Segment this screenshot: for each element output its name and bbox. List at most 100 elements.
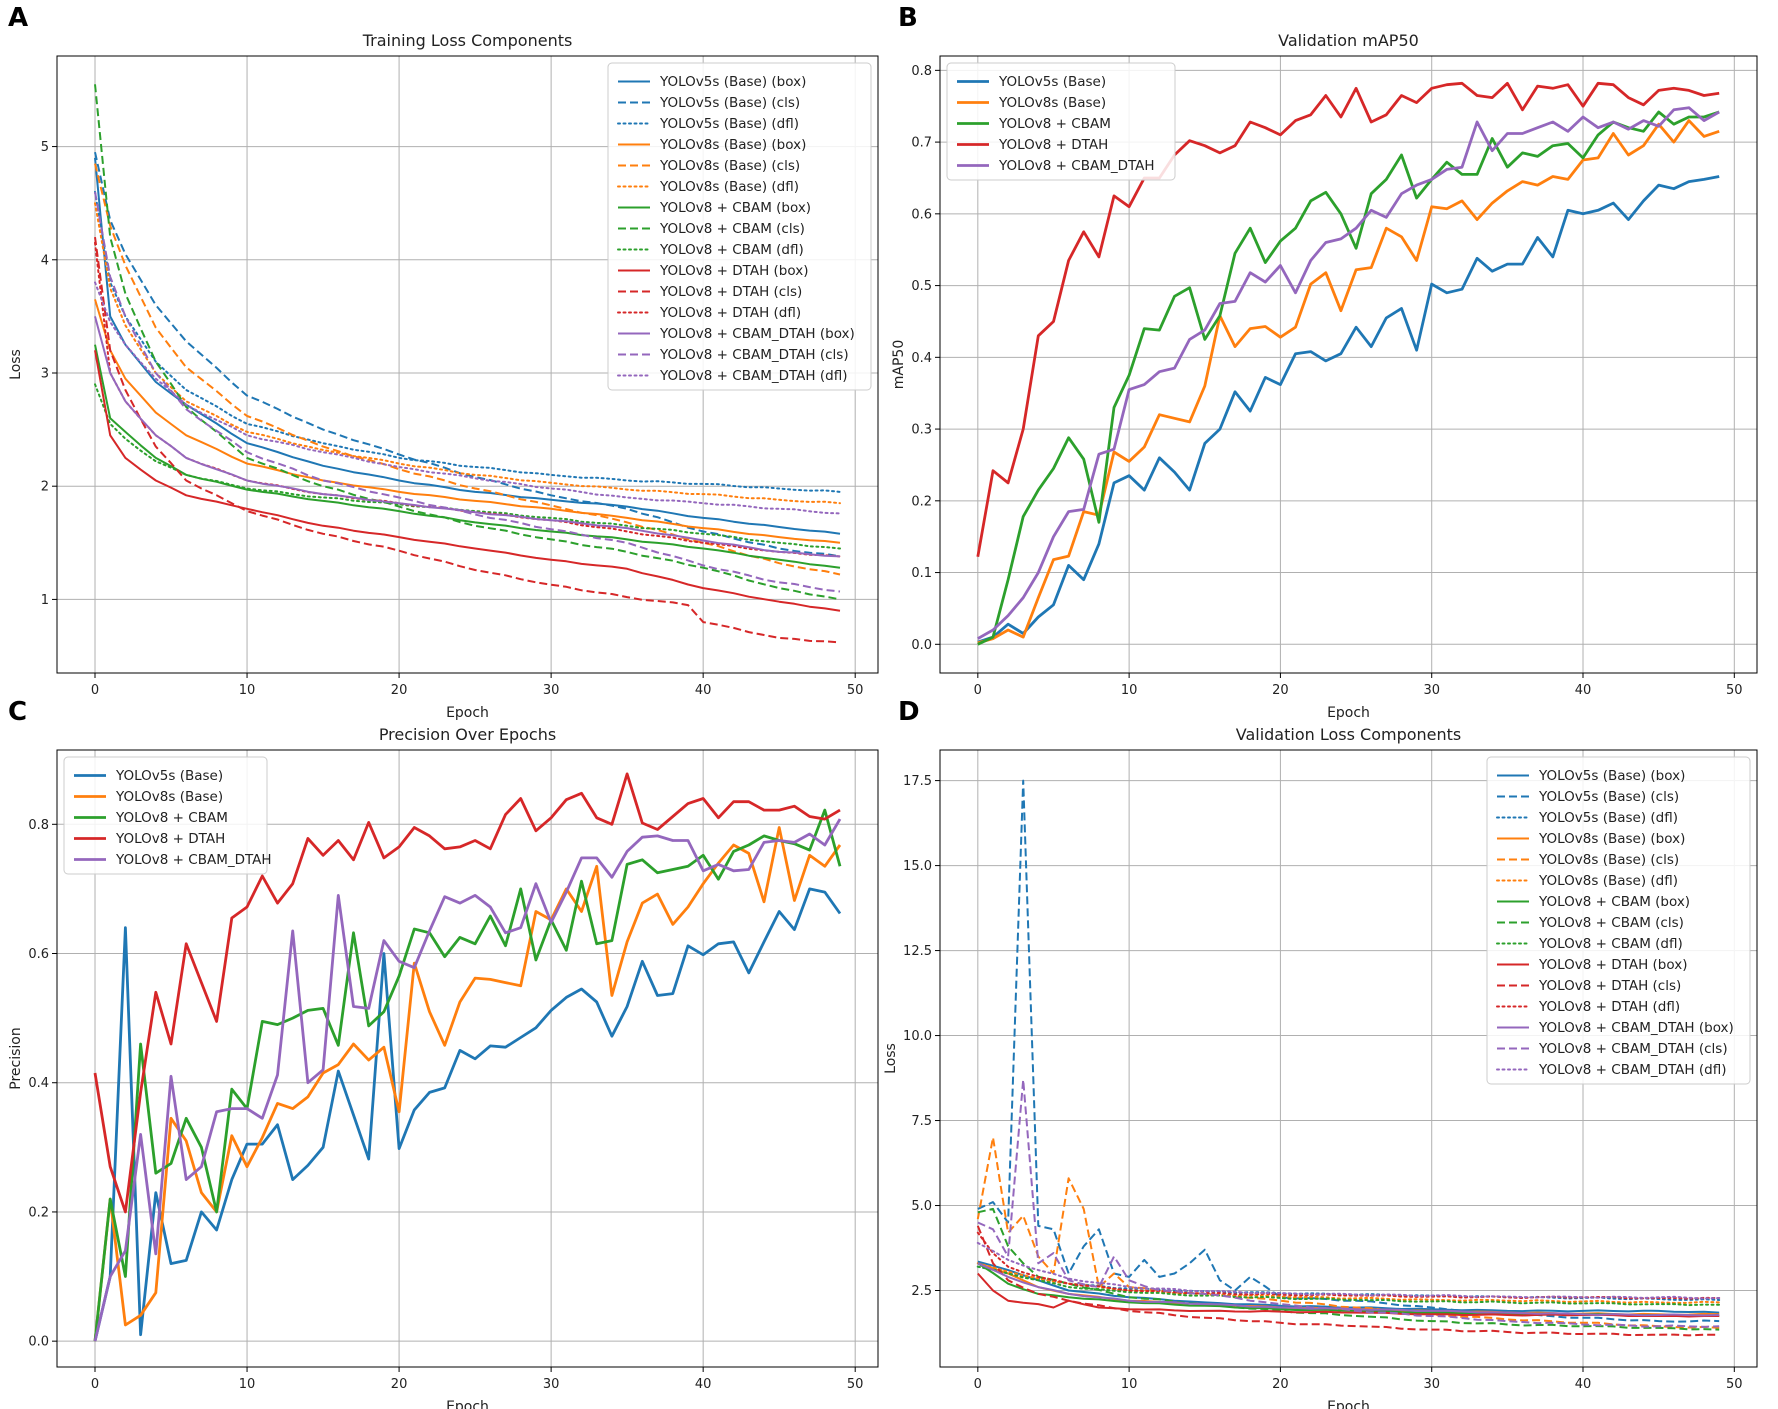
x-tick-label: 30: [1423, 683, 1440, 698]
legend-box: [607, 62, 872, 391]
legend-label-yolov8s-base-box: YOLOv8s (Base) (box): [1538, 831, 1685, 847]
panel-c-title: Precision Over Epochs: [379, 725, 556, 744]
x-tick-label: 0: [974, 683, 982, 698]
x-tick-label: 20: [1272, 683, 1289, 698]
y-tick-label: 7.5: [911, 1114, 932, 1129]
y-tick-label: 0.4: [28, 1076, 49, 1091]
series-line-yolov8-dtah-cls: [976, 1225, 1720, 1337]
panel-a-series: [94, 84, 841, 644]
legend-label-yolov8-dtah-cls: YOLOv8 + DTAH (cls): [659, 284, 802, 300]
series-line-yolov8-cbam-dtah-box: [94, 316, 841, 558]
legend-label-yolov8s-base-cls: YOLOv8s (Base) (cls): [659, 158, 800, 174]
panel-a-letter: A: [8, 3, 28, 33]
y-tick-label: 3: [41, 366, 49, 381]
series-line-yolov8-cbam-dtah: [93, 818, 842, 1342]
y-tick-label: 0.4: [911, 351, 932, 366]
series-line-yolov8-cbam: [977, 110, 1720, 646]
x-tick-label: 20: [391, 683, 408, 698]
x-tick-label: 30: [543, 1377, 560, 1392]
legend-label-yolov8-dtah-dfl: YOLOv8 + DTAH (dfl): [659, 305, 801, 321]
legend-label-yolov8-dtah: YOLOv8 + DTAH: [998, 137, 1108, 153]
legend-label-yolov8-cbam-cls: YOLOv8 + CBAM (cls): [1538, 915, 1684, 931]
legend-label-yolov8-dtah-box: YOLOv8 + DTAH (box): [659, 263, 808, 279]
series-line-yolov5s-base-box: [94, 157, 841, 535]
series-line-yolov8-cbam-box: [94, 344, 841, 569]
legend-label-yolov8s-base: YOLOv8s (Base): [115, 789, 223, 805]
x-tick-label: 40: [695, 683, 712, 698]
legend-label-yolov8-dtah-dfl: YOLOv8 + DTAH (dfl): [1538, 999, 1680, 1015]
legend-label-yolov8-dtah-box: YOLOv8 + DTAH (box): [1538, 957, 1687, 973]
series-line-yolov8s-base-cls: [976, 1136, 1720, 1329]
series-line-yolov8s-base-box: [94, 299, 841, 544]
panel-d-legend: YOLOv5s (Base) (box) YOLOv5s (Base) (cls)…: [1486, 756, 1751, 1085]
series-line-yolov8-cbam-dtah-box: [977, 1262, 1720, 1317]
y-tick-label: 12.5: [903, 944, 932, 959]
series-line-yolov5s-base: [93, 887, 842, 1342]
panel-b: B Validation mAP50 0 10 20 30 40 50 0.0 0.1 0.2 0.3…: [891, 3, 1758, 721]
legend-box: [63, 756, 268, 875]
panel-c-series: [93, 772, 842, 1342]
y-tick-label: 0.3: [911, 423, 932, 438]
x-tick-label: 40: [1575, 1377, 1592, 1392]
x-tick-label: 50: [847, 683, 864, 698]
legend-label-yolov8s-base-box: YOLOv8s (Base) (box): [659, 137, 806, 153]
series-line-yolov8-cbam-dtah: [977, 106, 1720, 640]
legend-box: [1486, 756, 1751, 1085]
y-tick-label: 15.0: [903, 859, 932, 874]
x-tick-label: 50: [1726, 683, 1743, 698]
legend-label-yolov5s-base-cls: YOLOv5s (Base) (cls): [659, 95, 800, 111]
panel-d-axes-frame: [939, 749, 1758, 1368]
y-tick-label: 5: [41, 140, 49, 155]
legend-label-yolov8-cbam-cls: YOLOv8 + CBAM (cls): [659, 221, 805, 237]
y-tick-label: 4: [41, 253, 49, 268]
legend-label-yolov5s-base: YOLOv5s (Base): [115, 768, 223, 784]
series-line-yolov8-cbam-dfl: [976, 1265, 1721, 1307]
y-tick-label: 0.6: [911, 207, 932, 222]
legend-label-yolov5s-base-dfl: YOLOv5s (Base) (dfl): [659, 116, 799, 132]
panel-a-axes-frame: [56, 55, 879, 674]
series-line-yolov8s-base-dfl: [94, 202, 841, 505]
legend-label-yolov8-cbam-dtah-cls: YOLOv8 + CBAM_DTAH (cls): [1538, 1041, 1728, 1057]
legend-label-yolov8-dtah-cls: YOLOv8 + DTAH (cls): [1538, 978, 1681, 994]
panel-d-x-axis-label: Epoch: [1327, 1399, 1370, 1409]
y-tick-label: 2.5: [911, 1284, 932, 1299]
x-tick-label: 0: [91, 1377, 99, 1392]
x-tick-label: 30: [1423, 1377, 1440, 1392]
series-line-yolov8-cbam: [93, 808, 842, 1342]
y-tick-label: 2: [41, 480, 49, 495]
x-tick-label: 20: [391, 1377, 408, 1392]
y-tick-label: 0.2: [28, 1205, 49, 1220]
x-tick-label: 40: [695, 1377, 712, 1392]
y-tick-label: 0.6: [28, 947, 49, 962]
series-line-yolov8-dtah: [93, 772, 841, 1214]
series-line-yolov8-cbam-cls: [94, 84, 841, 601]
legend-label-yolov5s-base-box: YOLOv5s (Base) (box): [1538, 768, 1685, 784]
legend-label-yolov8-cbam-dfl: YOLOv8 + CBAM (dfl): [659, 242, 804, 258]
panel-b-legend: YOLOv5s (Base) YOLOv8s (Base) YOLOv8 + CBA…: [946, 62, 1176, 181]
legend-label-yolov5s-base-dfl: YOLOv5s (Base) (dfl): [1538, 810, 1678, 826]
legend-label-yolov8-cbam-dfl: YOLOv8 + CBAM (dfl): [1538, 936, 1683, 952]
y-tick-label: 0.1: [911, 566, 932, 581]
legend-label-yolov8-cbam-dtah-cls: YOLOv8 + CBAM_DTAH (cls): [659, 347, 849, 363]
panel-c-axes-frame: [56, 749, 879, 1368]
series-line-yolov5s-base-dfl: [94, 190, 841, 493]
y-tick-label: 1: [41, 593, 49, 608]
panel-d-title: Validation Loss Components: [1236, 725, 1462, 744]
y-tick-label: 0.0: [28, 1335, 49, 1350]
legend-label-yolov8s-base-dfl: YOLOv8s (Base) (dfl): [659, 179, 799, 195]
panel-a-x-axis-label: Epoch: [446, 705, 489, 721]
legend-label-yolov8-cbam: YOLOv8 + CBAM: [998, 116, 1111, 132]
legend-label-yolov8-cbam-dtah-box: YOLOv8 + CBAM_DTAH (box): [1538, 1020, 1734, 1036]
panel-c-x-axis-label: Epoch: [446, 1399, 489, 1409]
series-line-yolov5s-base-cls: [94, 151, 841, 558]
series-line-yolov8-cbam-dtah-dfl: [976, 1241, 1721, 1300]
panel-d-series: [976, 779, 1721, 1337]
panel-b-x-axis-label: Epoch: [1327, 705, 1370, 721]
y-tick-label: 10.0: [903, 1029, 932, 1044]
panel-b-axes-frame: [939, 55, 1758, 674]
y-tick-label: 0.8: [28, 818, 49, 833]
legend-label-yolov5s-base-cls: YOLOv5s (Base) (cls): [1538, 789, 1679, 805]
panel-c-legend: YOLOv5s (Base) YOLOv8s (Base) YOLOv8 + CBA…: [63, 756, 272, 875]
y-tick-label: 0.7: [911, 136, 932, 151]
legend-label-yolov8-cbam-dtah-dfl: YOLOv8 + CBAM_DTAH (dfl): [1538, 1062, 1726, 1078]
